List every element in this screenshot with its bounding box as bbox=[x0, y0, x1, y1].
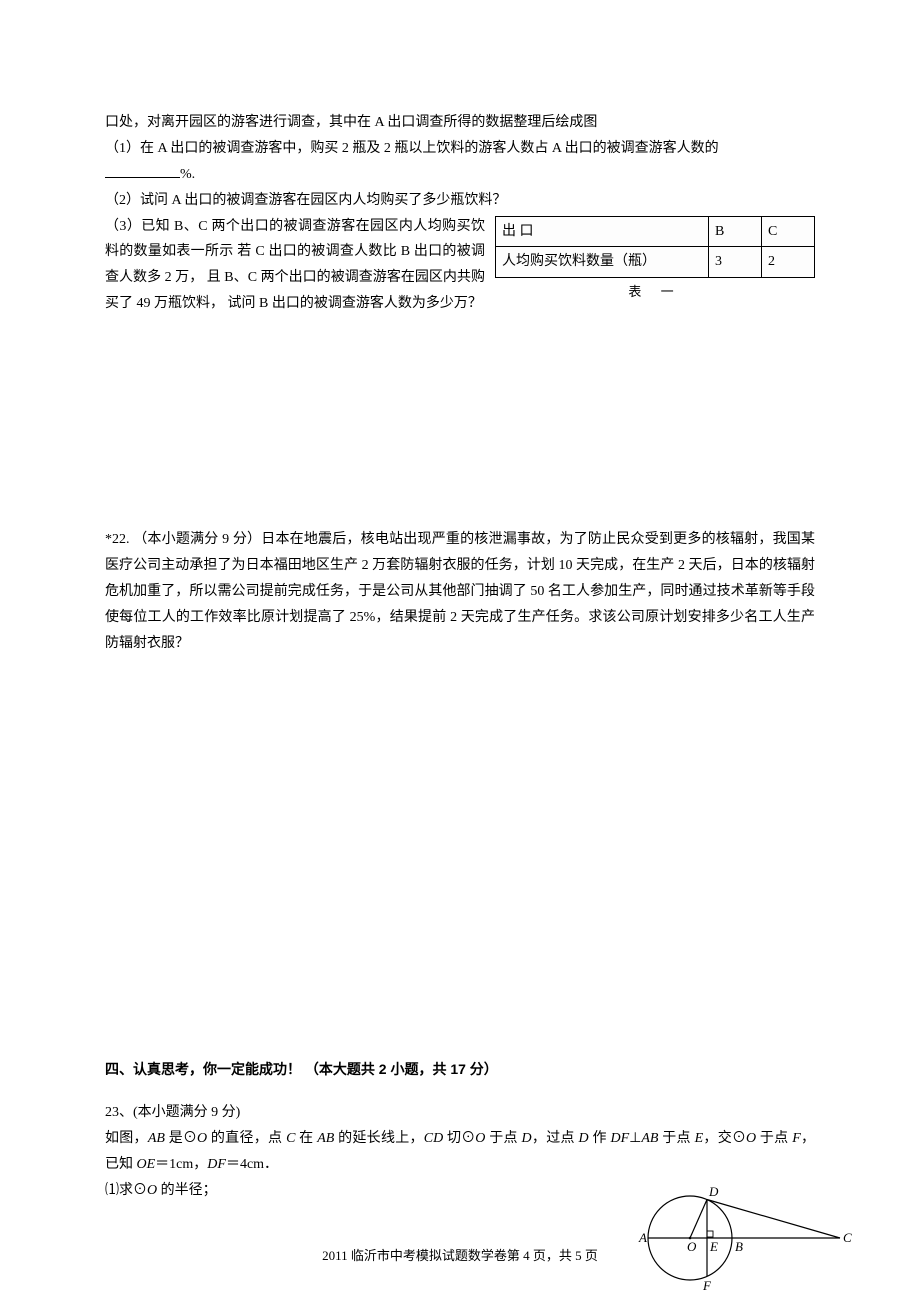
q23-line1: 23、(本小题满分 9 分) bbox=[105, 1100, 815, 1126]
table-caption: 表 一 bbox=[495, 280, 815, 304]
t: 的半径； bbox=[157, 1183, 217, 1198]
var-ab3: AB bbox=[641, 1131, 658, 1146]
t: ＝1cm， bbox=[155, 1157, 207, 1172]
var-o: O bbox=[197, 1131, 207, 1146]
label-c: C bbox=[843, 1230, 852, 1245]
t: 的延长线上， bbox=[334, 1131, 423, 1146]
var-ab2: AB bbox=[317, 1131, 334, 1146]
var-cd: CD bbox=[424, 1131, 443, 1146]
table-row: 出 口 B C bbox=[496, 216, 815, 247]
q1-prefix: （1）在 A 出口的被调查游客中，购买 2 瓶及 2 瓶以上饮料的游客人数占 A… bbox=[105, 141, 719, 156]
t: 如图， bbox=[105, 1131, 148, 1146]
blank-fill bbox=[105, 163, 180, 178]
t: ⊥ bbox=[629, 1131, 641, 1146]
t: ＝4cm． bbox=[226, 1157, 278, 1172]
var-c: C bbox=[286, 1131, 295, 1146]
var-df: DF bbox=[611, 1131, 630, 1146]
t: 切⊙ bbox=[443, 1131, 475, 1146]
t: 的直径，点 bbox=[207, 1131, 286, 1146]
t: ，交⊙ bbox=[703, 1131, 746, 1146]
q3-block: 出 口 B C 人均购买饮料数量（瓶） 3 2 表 一 （3）已知 B、C 两个… bbox=[105, 214, 815, 318]
label-f: F bbox=[702, 1278, 712, 1293]
label-d: D bbox=[708, 1184, 719, 1199]
t: ，过点 bbox=[532, 1131, 579, 1146]
var-d2: D bbox=[579, 1131, 589, 1146]
label-a: A bbox=[638, 1230, 647, 1245]
circle-diagram-icon: A O E B C D F bbox=[635, 1178, 855, 1298]
t: 于点 bbox=[485, 1131, 521, 1146]
table-wrap: 出 口 B C 人均购买饮料数量（瓶） 3 2 表 一 bbox=[495, 216, 815, 305]
var-o3: O bbox=[746, 1131, 756, 1146]
var-o4: O bbox=[147, 1183, 157, 1198]
t: 是⊙ bbox=[165, 1131, 197, 1146]
data-table: 出 口 B C 人均购买饮料数量（瓶） 3 2 bbox=[495, 216, 815, 279]
question-2: （2）试问 A 出口的被调查游客在园区内人均购买了多少瓶饮料？ bbox=[105, 188, 815, 214]
var-f: F bbox=[792, 1131, 801, 1146]
cell-exit-label: 出 口 bbox=[496, 216, 709, 247]
var-df2: DF bbox=[207, 1157, 226, 1172]
geometry-figure: A O E B C D F bbox=[635, 1178, 855, 1298]
t: ⑴求⊙ bbox=[105, 1183, 147, 1198]
section-4-heading: 四、认真思考，你一定能成功！ （本大题共 2 小题，共 17 分） bbox=[105, 1057, 815, 1083]
cell-avg-label: 人均购买饮料数量（瓶） bbox=[496, 247, 709, 278]
t: 于点 bbox=[756, 1131, 792, 1146]
t: 于点 bbox=[658, 1131, 694, 1146]
q23-line2: 如图，AB 是⊙O 的直径，点 C 在 AB 的延长线上，CD 切⊙O 于点 D… bbox=[105, 1126, 815, 1178]
t: 在 bbox=[295, 1131, 317, 1146]
q1-suffix: %. bbox=[180, 167, 195, 182]
var-e: E bbox=[695, 1131, 704, 1146]
var-oe: OE bbox=[137, 1157, 156, 1172]
cell-b-value: 3 bbox=[709, 247, 762, 278]
cell-b-header: B bbox=[709, 216, 762, 247]
question-1: （1）在 A 出口的被调查游客中，购买 2 瓶及 2 瓶以上饮料的游客人数占 A… bbox=[105, 136, 815, 188]
var-d: D bbox=[522, 1131, 532, 1146]
cell-c-value: 2 bbox=[762, 247, 815, 278]
table-row: 人均购买饮料数量（瓶） 3 2 bbox=[496, 247, 815, 278]
page-footer: 2011 临沂市中考模拟试题数学卷第 4 页，共 5 页 bbox=[0, 1244, 920, 1268]
intro-line1: 口处，对离开园区的游客进行调查，其中在 A 出口调查所得的数据整理后绘成图 bbox=[105, 110, 815, 136]
t: 作 bbox=[589, 1131, 611, 1146]
var-o2: O bbox=[475, 1131, 485, 1146]
page: 口处，对离开园区的游客进行调查，其中在 A 出口调查所得的数据整理后绘成图 （1… bbox=[0, 0, 920, 1302]
cell-c-header: C bbox=[762, 216, 815, 247]
question-22: *22. （本小题满分 9 分）日本在地震后，核电站出现严重的核泄漏事故，为了防… bbox=[105, 527, 815, 656]
var-ab: AB bbox=[148, 1131, 165, 1146]
